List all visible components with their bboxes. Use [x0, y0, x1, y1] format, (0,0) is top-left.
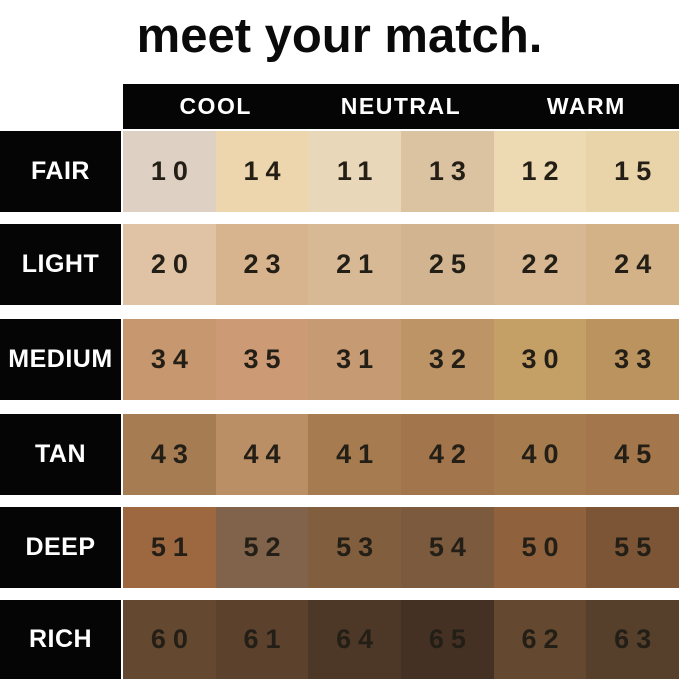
header-warm: WARM — [546, 93, 626, 119]
row-deep: DEEP 51 52 53 54 50 55 — [0, 507, 679, 588]
shade-swatch-41: 41 — [308, 414, 402, 495]
shade-swatch-22: 22 — [493, 224, 587, 305]
shade-swatch-60: 60 — [123, 600, 216, 679]
shade-swatch-11: 11 — [308, 131, 402, 212]
shade-swatch-31: 31 — [308, 319, 402, 400]
shade-swatch-32: 32 — [401, 319, 494, 400]
shade-swatch-20: 20 — [123, 224, 216, 305]
row-label-tan: TAN — [0, 414, 121, 495]
shade-swatch-61: 61 — [215, 600, 309, 679]
row-medium: MEDIUM 34 35 31 32 30 33 — [0, 319, 679, 400]
shade-swatch-33: 33 — [586, 319, 679, 400]
row-label-rich: RICH — [0, 600, 121, 679]
row-label-deep: DEEP — [0, 507, 121, 588]
shade-swatch-24: 24 — [586, 224, 679, 305]
shade-swatch-63: 63 — [586, 600, 679, 679]
row-fair: FAIR 10 14 11 13 12 15 — [0, 131, 679, 212]
header-neutral: NEUTRAL — [340, 93, 462, 119]
shade-swatch-35: 35 — [215, 319, 309, 400]
page-title: meet your match. — [136, 9, 543, 63]
header-cool: COOL — [179, 93, 252, 119]
shade-swatch-44: 44 — [215, 414, 309, 495]
shade-swatch-25: 25 — [401, 224, 494, 305]
shade-swatch-14: 14 — [215, 131, 309, 212]
shade-swatch-12: 12 — [493, 131, 587, 212]
shade-swatch-21: 21 — [308, 224, 402, 305]
shade-swatch-55: 55 — [586, 507, 679, 588]
row-label-fair: FAIR — [0, 131, 121, 212]
row-label-medium: MEDIUM — [0, 319, 121, 400]
shade-swatch-62: 62 — [493, 600, 587, 679]
shade-swatch-50: 50 — [493, 507, 587, 588]
shade-swatch-54: 54 — [401, 507, 494, 588]
shade-swatch-52: 52 — [215, 507, 309, 588]
shade-swatch-65: 65 — [401, 600, 494, 679]
undertone-header-bar: COOL NEUTRAL WARM — [123, 84, 679, 129]
shade-swatch-42: 42 — [401, 414, 494, 495]
row-tan: TAN 43 44 41 42 40 45 — [0, 414, 679, 495]
shade-swatch-40: 40 — [493, 414, 587, 495]
shade-swatch-45: 45 — [586, 414, 679, 495]
shade-swatch-13: 13 — [401, 131, 494, 212]
shade-swatch-43: 43 — [123, 414, 216, 495]
shade-swatch-30: 30 — [493, 319, 587, 400]
shade-swatch-64: 64 — [308, 600, 402, 679]
shade-swatch-15: 15 — [586, 131, 679, 212]
row-light: LIGHT 20 23 21 25 22 24 — [0, 224, 679, 305]
shade-swatch-51: 51 — [123, 507, 216, 588]
row-label-light: LIGHT — [0, 224, 121, 305]
row-rich: RICH 60 61 64 65 62 63 — [0, 600, 679, 679]
shade-swatch-34: 34 — [123, 319, 216, 400]
shade-swatch-10: 10 — [123, 131, 216, 212]
shade-swatch-23: 23 — [215, 224, 309, 305]
shade-swatch-53: 53 — [308, 507, 402, 588]
